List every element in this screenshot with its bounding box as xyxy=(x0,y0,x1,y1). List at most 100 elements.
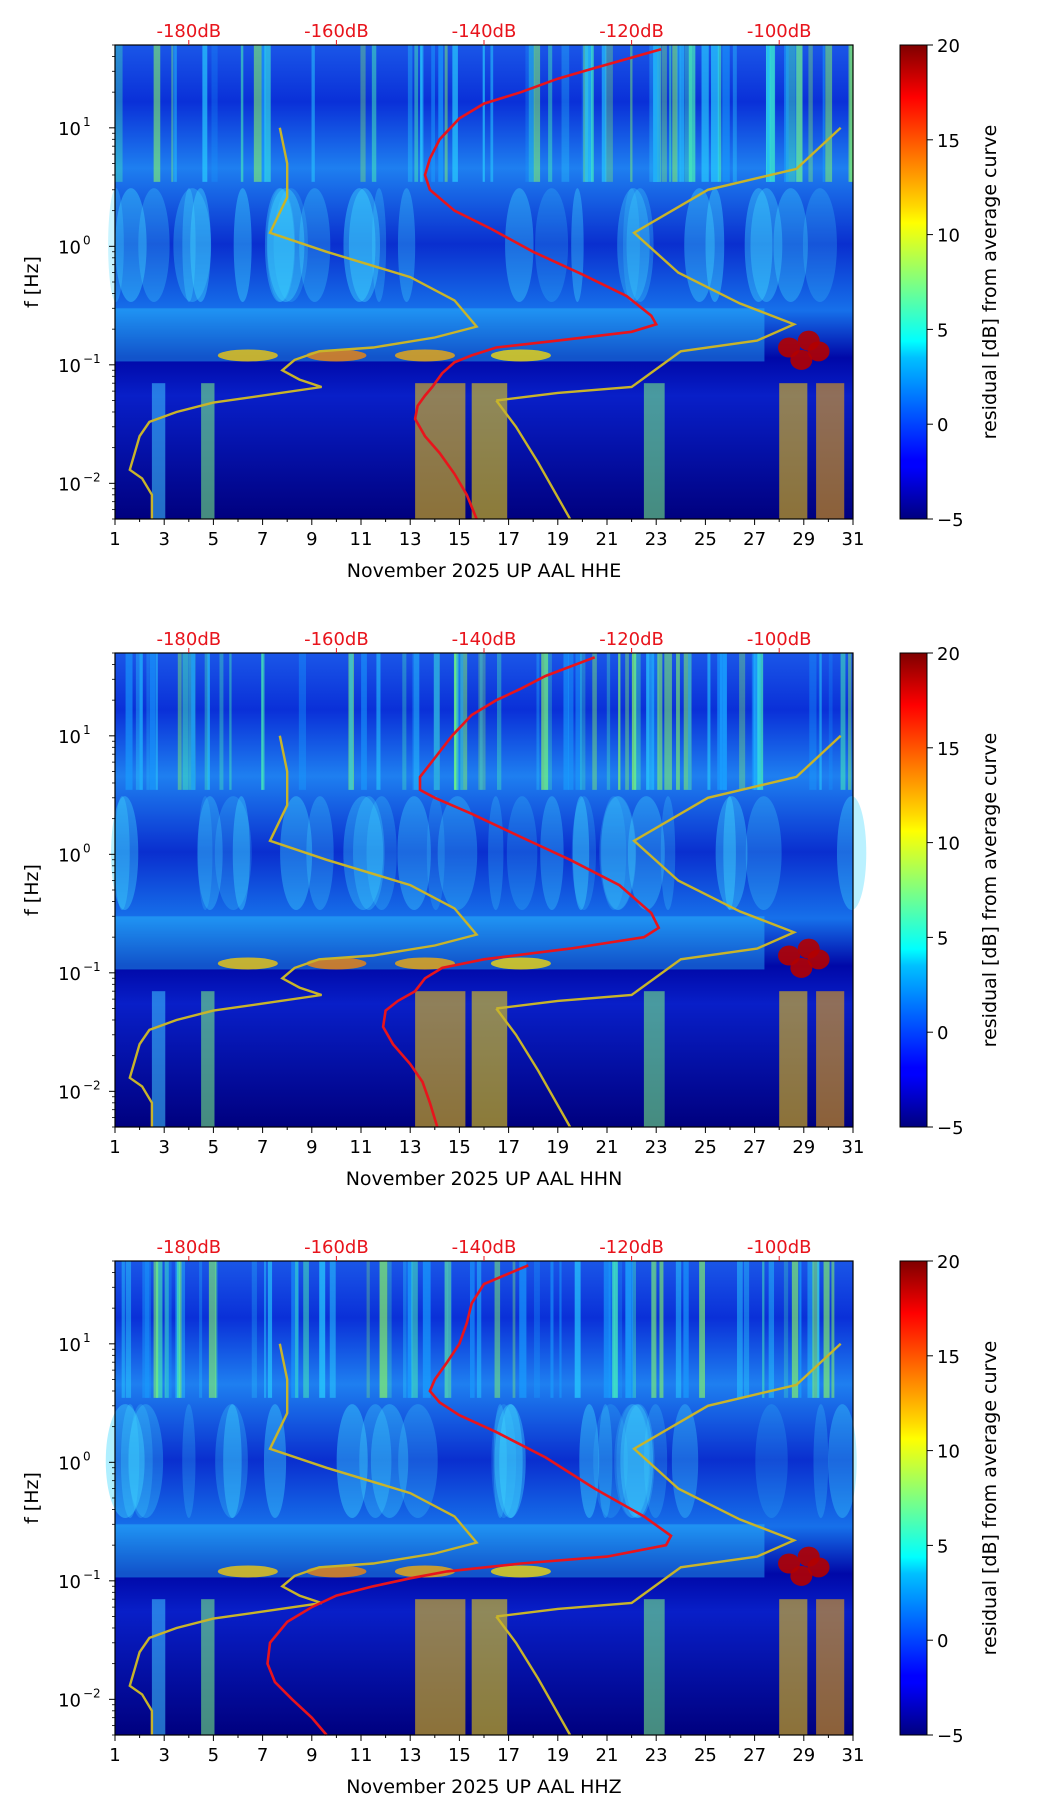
spectral-streak xyxy=(630,45,633,182)
spectral-blob xyxy=(660,796,676,910)
spectral-streak xyxy=(229,653,232,790)
colorbar-tick-label: −5 xyxy=(937,510,964,531)
x-tick-label: 3 xyxy=(158,1137,169,1158)
spectral-streak xyxy=(796,45,803,182)
spectral-streak xyxy=(657,653,663,790)
x-axis-label: November 2025 UP AAL HHE xyxy=(347,560,621,582)
low-freq-column xyxy=(415,991,466,1127)
noise-model-curve-low xyxy=(128,127,479,519)
spectral-blob xyxy=(264,188,295,302)
spectral-blob xyxy=(397,796,431,910)
x-tick-label: 29 xyxy=(792,1137,815,1158)
low-freq-column xyxy=(779,383,808,519)
x-tick-label: 19 xyxy=(546,529,569,550)
spectral-streak xyxy=(149,653,156,790)
spectral-streak xyxy=(460,653,468,790)
colorbar-gradient xyxy=(899,1260,928,1736)
spectral-streak xyxy=(534,1261,540,1398)
spectral-streak xyxy=(411,653,420,790)
spectral-streak xyxy=(479,653,483,790)
spectral-streak xyxy=(701,45,709,182)
spectral-streak xyxy=(482,45,485,182)
spectral-streak xyxy=(264,45,271,182)
low-freq-column xyxy=(151,991,166,1127)
spectral-streak xyxy=(204,653,208,790)
spectral-streak xyxy=(207,653,210,790)
low-freq-column xyxy=(415,1599,466,1735)
spectral-blob xyxy=(397,188,416,302)
low-freq-column xyxy=(816,1599,845,1735)
x-tick-label: 29 xyxy=(792,1745,815,1766)
x-tick-label: 9 xyxy=(306,1137,317,1158)
spectral-streak xyxy=(177,653,182,790)
spectral-blob xyxy=(593,1404,628,1518)
spectral-blob xyxy=(802,188,837,302)
colorbar-tick-label: 20 xyxy=(937,36,960,57)
x-tick-label: 17 xyxy=(497,1745,520,1766)
spectral-streak xyxy=(376,653,381,790)
colorbar-tick-label: 10 xyxy=(937,226,960,247)
spectral-streak xyxy=(349,653,353,790)
top-db-tick-label: -100dB xyxy=(747,1237,812,1258)
spectral-streak xyxy=(783,45,789,182)
spectral-streak xyxy=(612,1261,618,1398)
spectral-streak xyxy=(165,1261,172,1398)
spectral-blob xyxy=(336,1404,368,1518)
hot-spot xyxy=(306,349,367,362)
colorbar-tick-label: 0 xyxy=(937,415,948,436)
low-freq-column xyxy=(643,991,665,1127)
spectral-streak xyxy=(548,45,553,182)
spectral-blob xyxy=(494,1404,526,1518)
spectral-streak xyxy=(769,45,775,182)
spectral-streak xyxy=(387,1261,392,1398)
spectral-streak xyxy=(115,45,123,182)
colorbar-tick-label: 15 xyxy=(937,739,960,760)
spectral-streak xyxy=(652,45,661,182)
hot-spot xyxy=(490,1565,551,1578)
spectral-blob xyxy=(506,796,538,910)
y-tick-label: 10 xyxy=(58,1082,81,1103)
spectrogram-area xyxy=(111,652,867,1128)
spectral-blob xyxy=(745,796,782,910)
spectral-blob xyxy=(190,188,211,302)
spectral-streak xyxy=(411,1261,418,1398)
colorbar-tick-label: 10 xyxy=(937,834,960,855)
x-axis-ticks: 1 3 5 7 9 11 13 15 17 19 21 23 25 27 29 31 xyxy=(109,519,864,550)
y-tick-label: 10 xyxy=(58,845,81,866)
spectral-blob xyxy=(614,1404,651,1518)
spectral-blob xyxy=(359,1404,392,1518)
spectral-streak xyxy=(182,653,189,790)
spectral-streak xyxy=(625,653,629,790)
top-db-tick-label: -100dB xyxy=(747,21,812,42)
low-freq-column xyxy=(201,991,215,1127)
x-tick-label: 17 xyxy=(497,1137,520,1158)
spectral-blob xyxy=(366,796,397,910)
spectral-streak xyxy=(688,45,696,182)
colorbar-tick-label: 10 xyxy=(937,1442,960,1463)
spectral-streak xyxy=(812,1261,819,1398)
spectral-blob xyxy=(343,796,384,910)
x-tick-label: 11 xyxy=(350,529,373,550)
spectral-blob xyxy=(263,1404,287,1518)
spectral-blob xyxy=(343,188,376,302)
colorbar-tick-label: −5 xyxy=(937,1726,964,1747)
spectral-streak xyxy=(648,653,655,790)
x-tick-label: 17 xyxy=(497,529,520,550)
spectral-streak xyxy=(139,653,143,790)
colorbar-tick-label: −5 xyxy=(937,1118,964,1139)
y-tick-exponent: 1 xyxy=(83,115,91,129)
colorbar: 20 15 10 5 0 −5 residual [dB] from average cu… xyxy=(899,1252,1001,1747)
spectral-blob xyxy=(173,188,212,302)
spectral-blob xyxy=(705,188,725,302)
spectral-streak xyxy=(267,1261,273,1398)
spectral-streak xyxy=(608,1261,616,1398)
colorbar-gradient xyxy=(899,652,928,1128)
spectral-streak xyxy=(616,1261,623,1398)
spectral-streak xyxy=(664,653,672,790)
spectral-blob xyxy=(828,1404,857,1518)
spectral-blob xyxy=(600,796,637,910)
hot-spot xyxy=(217,957,278,970)
spectral-streak xyxy=(605,45,613,182)
spectral-blob xyxy=(138,188,170,302)
spectral-streak xyxy=(199,1261,203,1398)
